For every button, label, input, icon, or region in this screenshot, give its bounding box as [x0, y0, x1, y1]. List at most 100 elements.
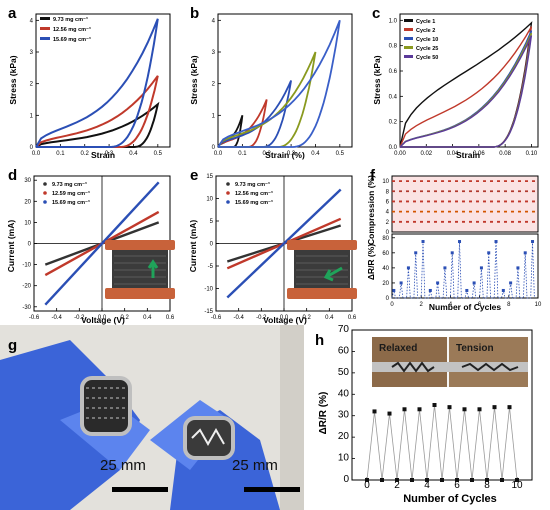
panel-h-ylabel: ΔR/R (%): [318, 392, 329, 435]
panel-h-inset-photo: Relaxed Tension: [372, 337, 528, 387]
panel-f-delta-r-point: [392, 288, 396, 292]
panel-h-point: [507, 405, 512, 410]
panel-c-ytick-label: 0.4: [389, 94, 398, 100]
panel-b: b 0.0 0.1 0.2 0.3 0.4 0.5 0 1 2 3 4 Strain (%) Str…: [189, 5, 353, 160]
legend-marker-d-3: [43, 200, 47, 204]
bent-sensor-left: [80, 376, 132, 436]
panel-a-xlabel: Strain: [91, 150, 115, 160]
panel-e-ytick-label: 0: [210, 242, 214, 248]
panel-c-ytick-label: 0.2: [389, 120, 398, 126]
panel-h-point: [395, 478, 399, 482]
panel-e-xtick-label: -0.6: [211, 315, 222, 321]
scale-bar-left: [112, 487, 168, 492]
panel-f-delta-r-point: [465, 288, 469, 292]
panel-h-point: [425, 478, 429, 482]
panel-f-delta-r-point: [479, 266, 483, 270]
panel-f-delta-r-point: [436, 281, 440, 285]
inset-d-sponge-texture: [114, 255, 166, 285]
legend-swatch-c-3: [404, 37, 413, 40]
panel-f-top-ytick-label: 0: [386, 230, 390, 236]
panel-d-ytick-label: 20: [24, 199, 31, 205]
panel-a-ytick-label: 0: [30, 145, 34, 151]
panel-c-xtick-label: 0.02: [420, 151, 432, 157]
panel-a-axes: 0.0 0.1 0.2 0.3 0.4 0.5 0 1 2 3 4: [30, 13, 171, 157]
panel-f-xtick-label: 8: [507, 302, 511, 308]
panel-e-series-3: [226, 188, 342, 299]
panel-f-top-background: [392, 176, 538, 232]
panel-b-xtick-label: 0.5: [336, 151, 345, 157]
panel-label-a: a: [8, 5, 17, 22]
panel-a-ylabel: Stress (kPa): [8, 55, 18, 104]
legend-swatch-c-1: [404, 19, 413, 22]
panel-f-delta-r-point: [531, 240, 535, 244]
legend-swatch-c-4: [404, 46, 413, 49]
zigzag-relaxed-icon: [391, 361, 435, 373]
panel-c-legend: Cycle 1 Cycle 2 Cycle 10 Cycle 25 Cycle …: [404, 19, 438, 61]
panel-e-ytick-label: 15: [206, 174, 213, 180]
panel-a-xtick-label: 0.4: [129, 151, 138, 157]
panel-f-delta-r-line: [391, 241, 535, 299]
panel-c-ylabel: Stress (kPa): [372, 55, 382, 104]
sensor-texture-left: [86, 387, 126, 419]
panel-h-point: [440, 478, 444, 482]
panel-h-ytick-label: 30: [338, 410, 350, 421]
panel-c-axes: 0.00 0.02 0.04 0.06 0.08 0.10 0.0 0.2 0.4 0.6 0.8 1…: [389, 13, 539, 157]
panel-f-ylabel-top: Compression (%): [366, 175, 376, 245]
panel-c-xtick-label: 0.08: [499, 151, 511, 157]
photo-h-strip: [372, 362, 528, 372]
panel-b-xtick-label: 0.4: [311, 151, 320, 157]
panel-e-xtick-label: 0.4: [325, 315, 334, 321]
panel-h-ytick-label: 70: [338, 324, 350, 335]
panel-f-top-ytick-label: 10: [382, 179, 389, 185]
panel-h-ytick-label: 60: [338, 345, 350, 356]
legend-swatch-c-5: [404, 55, 413, 58]
panel-f-bottom-frame: [391, 233, 539, 299]
panel-e-axes: -0.6 -0.4 -0.2 0.0 0.2 0.4 0.6 -15 -10 -5 0 5 10 15: [204, 174, 357, 321]
panel-e-xlabel: Voltage (V): [263, 315, 307, 325]
legend-swatch-c-2: [404, 28, 413, 31]
panel-d-legend: 9.73 mg cm⁻³ 12.59 mg cm⁻³ 15.69 mg cm⁻³: [43, 181, 90, 206]
panel-h-series-line: [366, 404, 518, 481]
legend-d-1: 9.73 mg cm⁻³: [52, 181, 87, 188]
panel-f-ylabel-bottom: ΔR/R (%): [366, 244, 376, 280]
arrow-diagonal-icon: [323, 266, 343, 282]
panel-label-e: e: [190, 167, 198, 184]
panel-e-xtick-label: -0.2: [256, 315, 267, 321]
panel-f-bottom-ytick-label: 20: [382, 281, 389, 287]
legend-a-3: 15.69 mg cm⁻³: [53, 36, 91, 43]
panel-f-delta-r-point: [421, 240, 425, 244]
panel-d-xtick-label: 0.2: [120, 315, 129, 321]
panel-e-xtick-label: 0.2: [302, 315, 311, 321]
panel-c-xtick-label: 0.04: [447, 151, 459, 157]
panel-a-series-3: [35, 18, 159, 148]
scale-bar-left-label: 25 mm: [100, 457, 146, 474]
panel-h-point: [455, 478, 459, 482]
panel-f-xtick-label: 10: [535, 302, 542, 308]
panel-h-ytick-label: 10: [338, 453, 350, 464]
panel-h-point: [500, 478, 504, 482]
panel-f-xtick-label: 0: [390, 302, 394, 308]
zigzag-tension-icon: [461, 362, 519, 372]
panel-f-xtick-label: 2: [420, 302, 424, 308]
panel-c: c 0.00 0.02 0.04 0.06 0.08 0.100.00.20.40.60.…: [372, 5, 539, 160]
panel-a-ytick-label: 4: [30, 18, 34, 24]
panel-f-delta-r-point: [399, 281, 403, 285]
panel-h-point: [402, 407, 407, 412]
panel-f-top-ytick-label: 8: [386, 189, 390, 195]
panel-h-xtick-label: 0: [364, 480, 370, 491]
inset-d-top-plate: [105, 240, 175, 250]
panel-b-xlabel: Strain (%): [265, 150, 305, 160]
panel-f-bottom-ytick-label: 40: [382, 266, 389, 272]
panel-h-point: [492, 405, 497, 410]
panel-b-series-5: [217, 19, 341, 148]
panel-h-point: [372, 409, 377, 414]
panel-label-d: d: [8, 167, 17, 184]
panel-f-delta-r-point: [428, 288, 432, 292]
panel-e-xtick-label: 0.6: [348, 315, 357, 321]
panel-d-inset-photo: [105, 240, 175, 299]
panel-label-f: f: [370, 167, 376, 184]
